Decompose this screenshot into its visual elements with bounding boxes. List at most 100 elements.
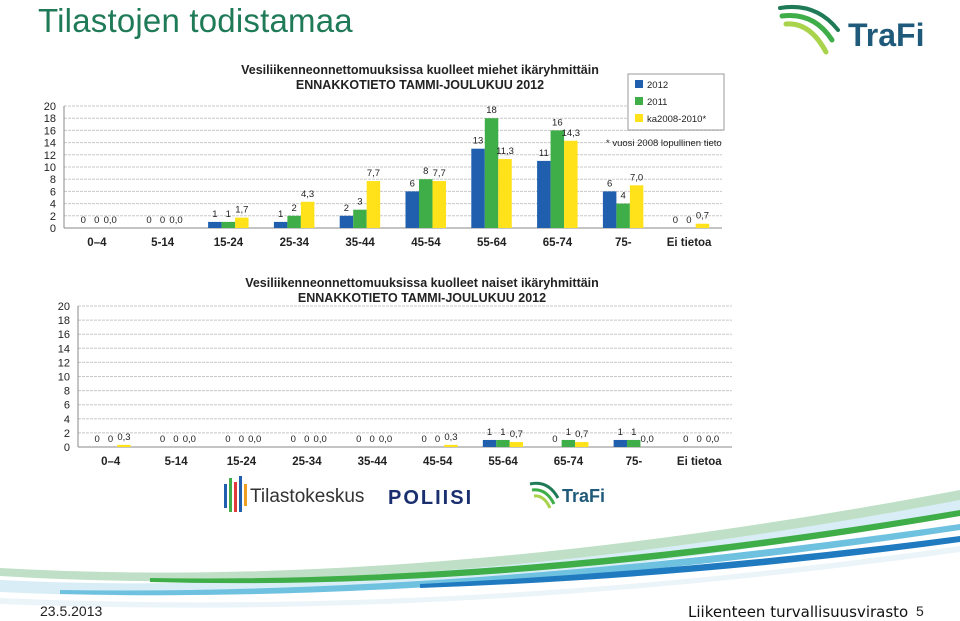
chart-subtitle: ENNAKKOTIETO TAMMI-JOULUKUU 2012 xyxy=(296,78,544,92)
bar-value-label: 18 xyxy=(486,105,497,116)
page-number: 5 xyxy=(916,603,924,619)
y-tick-label: 8 xyxy=(50,174,56,186)
bar-ka20082010 xyxy=(695,223,710,228)
bar-value-label: 1 xyxy=(631,427,636,438)
bar-2011 xyxy=(616,203,630,228)
bar-value-label: 0,0 xyxy=(248,434,261,445)
x-tick-label: 25-34 xyxy=(280,237,310,249)
bar-value-label: 11 xyxy=(539,148,549,159)
y-tick-label: 18 xyxy=(58,315,70,327)
trafi-wordmark: TraFi xyxy=(848,17,924,53)
bar-ka20082010 xyxy=(117,444,131,447)
x-tick-label: 35-44 xyxy=(358,456,388,468)
bar-2012 xyxy=(471,148,485,228)
trafi-small-swoosh-icon xyxy=(529,481,560,509)
y-tick-label: 10 xyxy=(58,372,70,384)
bar-value-label: 1 xyxy=(566,427,571,438)
legend-swatch xyxy=(635,97,643,105)
x-tick-label: 55-64 xyxy=(477,237,507,249)
tilastokeskus-bars-icon xyxy=(224,476,247,512)
bar-value-label: 0 xyxy=(160,434,165,445)
x-tick-label: 0–4 xyxy=(87,237,107,249)
tilastokeskus-logo: Tilastokeskus xyxy=(224,476,364,512)
poliisi-logo: POLIISI xyxy=(388,487,473,509)
bar-ka20082010 xyxy=(444,444,458,447)
bar-value-label: 0 xyxy=(173,434,178,445)
bar-2011 xyxy=(627,439,641,447)
bar-ka20082010 xyxy=(509,442,524,447)
bar-ka20082010 xyxy=(498,159,512,228)
bar-value-label: 1 xyxy=(226,209,231,220)
bar-value-label: 0 xyxy=(108,434,113,445)
bar-ka20082010 xyxy=(575,442,589,447)
bar-value-label: 0,0 xyxy=(169,215,182,226)
x-tick-label: 5-14 xyxy=(165,456,189,468)
bar-value-label: 0 xyxy=(304,434,309,445)
y-tick-label: 6 xyxy=(50,186,56,198)
bar-value-label: 3 xyxy=(357,197,362,208)
bar-2011 xyxy=(561,439,576,447)
bar-2012 xyxy=(208,221,222,228)
y-tick-label: 12 xyxy=(44,150,56,162)
x-tick-label: 75- xyxy=(615,237,632,249)
footer-date: 23.5.2013 xyxy=(40,603,103,619)
decorative-swoosh xyxy=(0,490,960,608)
bar-value-label: 0,0 xyxy=(104,215,117,226)
y-tick-label: 14 xyxy=(58,343,70,355)
y-tick-label: 4 xyxy=(50,199,56,211)
y-tick-label: 16 xyxy=(44,125,56,137)
bar-value-label: 2 xyxy=(291,203,296,214)
x-tick-label: 5-14 xyxy=(151,237,175,249)
tilastokeskus-wordmark: Tilastokeskus xyxy=(250,486,364,507)
legend-box xyxy=(627,73,725,131)
bar-ka20082010 xyxy=(432,181,446,228)
bar-value-label: 0,7 xyxy=(696,211,709,222)
bar-value-label: 0,3 xyxy=(444,432,457,443)
bar-value-label: 7,7 xyxy=(433,168,446,179)
bar-2011 xyxy=(550,130,565,228)
bar-2012 xyxy=(613,439,628,447)
bar-value-label: 0 xyxy=(239,434,244,445)
footer-organization: Liikenteen turvallisuusvirasto xyxy=(688,603,909,621)
bar-value-label: 7,7 xyxy=(367,168,380,179)
bar-value-label: 0,3 xyxy=(117,432,130,443)
trafi-small-logo: TraFi xyxy=(529,481,605,509)
bar-value-label: 6 xyxy=(607,178,612,189)
bar-value-label: 14,3 xyxy=(562,128,581,139)
bar-2011 xyxy=(221,221,236,228)
bar-value-label: 0 xyxy=(356,434,361,445)
bar-value-label: 0 xyxy=(673,215,678,226)
bar-ka20082010 xyxy=(564,140,578,228)
y-tick-label: 10 xyxy=(44,162,56,174)
legend-label: 2012 xyxy=(647,80,668,91)
y-tick-label: 14 xyxy=(44,138,56,150)
x-tick-label: 15-24 xyxy=(214,237,244,249)
bar-value-label: 0,0 xyxy=(641,434,654,445)
bar-value-label: 0,0 xyxy=(183,434,196,445)
y-tick-label: 0 xyxy=(64,442,70,454)
bar-value-label: 8 xyxy=(423,166,428,177)
x-tick-label: 45-54 xyxy=(423,456,453,468)
bar-2012 xyxy=(482,439,497,447)
bar-value-label: 0 xyxy=(435,434,440,445)
bar-value-label: 0 xyxy=(146,215,151,226)
bar-2012 xyxy=(602,191,617,228)
y-tick-label: 16 xyxy=(58,329,70,341)
trafi-logo: TraFi xyxy=(778,5,924,55)
bar-value-label: 6 xyxy=(410,178,415,189)
x-tick-label: Ei tietoa xyxy=(667,237,712,249)
bar-ka20082010 xyxy=(366,181,381,228)
bar-value-label: 0 xyxy=(225,434,230,445)
x-tick-label: Ei tietoa xyxy=(677,456,722,468)
y-tick-label: 2 xyxy=(50,211,56,223)
bar-value-label: 0 xyxy=(686,215,691,226)
bar-value-label: 0 xyxy=(696,434,701,445)
bar-2011 xyxy=(353,209,367,228)
x-tick-label: 45-54 xyxy=(411,237,441,249)
bar-2012 xyxy=(273,221,288,228)
legend-swatch xyxy=(635,80,643,88)
chart-subtitle: ENNAKKOTIETO TAMMI-JOULUKUU 2012 xyxy=(298,291,546,305)
bar-value-label: 1 xyxy=(618,427,623,438)
y-tick-label: 20 xyxy=(44,101,56,113)
